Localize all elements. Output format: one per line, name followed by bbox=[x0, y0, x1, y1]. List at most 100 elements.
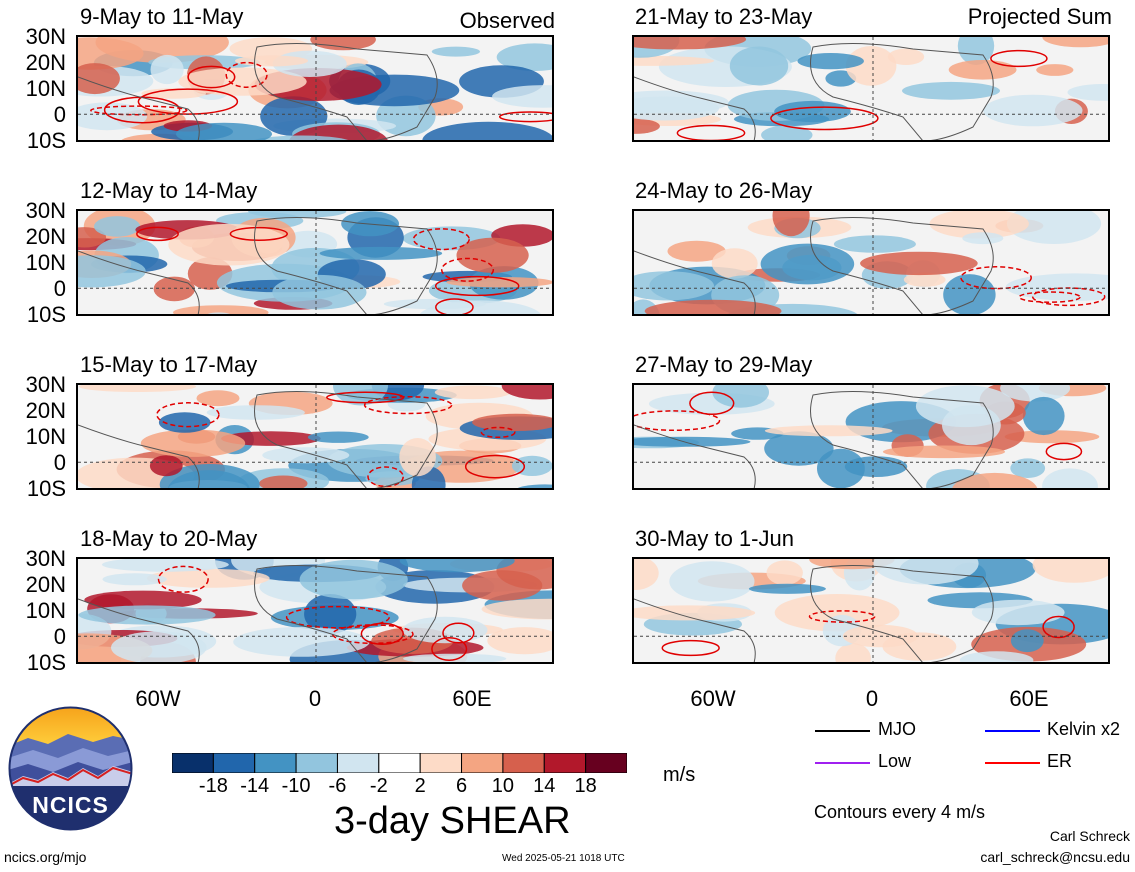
shear-shading-blob bbox=[766, 560, 803, 585]
coastline bbox=[634, 598, 756, 662]
shear-shading-blob bbox=[501, 385, 552, 400]
er-contour bbox=[367, 466, 404, 488]
shear-shading-blob bbox=[948, 60, 1017, 80]
shear-shading-blob bbox=[887, 48, 925, 65]
shear-shading-blob bbox=[860, 251, 978, 276]
colorbar-swatch bbox=[502, 752, 545, 774]
colorbar bbox=[171, 752, 628, 774]
shear-shading-blob bbox=[517, 484, 552, 488]
colorbar-units: m/s bbox=[663, 764, 696, 786]
shear-shading-blob bbox=[487, 627, 552, 655]
shear-shading-blob bbox=[78, 37, 144, 70]
er-contour bbox=[431, 637, 468, 661]
er-contour bbox=[360, 622, 404, 645]
shear-shading-blob bbox=[102, 573, 167, 586]
colorbar-swatch bbox=[212, 752, 256, 774]
shear-shading-blob bbox=[764, 425, 893, 437]
logo-text: NCICS bbox=[32, 792, 109, 818]
shear-shading-blob bbox=[431, 46, 480, 57]
timestamp: Wed 2025-05-21 1018 UTC bbox=[502, 853, 625, 864]
shear-shading-blob bbox=[462, 570, 543, 601]
er-contour bbox=[990, 49, 1048, 68]
shear-shading-blob bbox=[233, 627, 370, 657]
shear-shading-blob bbox=[140, 429, 246, 457]
shear-shading-blob bbox=[399, 559, 515, 573]
shear-shading-blob bbox=[774, 594, 900, 632]
lat-tick-30n: 30N bbox=[25, 24, 66, 49]
shear-shading-blob bbox=[496, 43, 552, 71]
lat-tick-10s: 10S bbox=[26, 302, 66, 327]
er-contour bbox=[157, 565, 209, 593]
lat-tick-10n: 10N bbox=[25, 424, 66, 449]
shear-shading-blob bbox=[634, 37, 747, 50]
er-contour bbox=[661, 639, 720, 657]
coastline bbox=[810, 390, 994, 488]
colorbar-tick-label: -14 bbox=[240, 775, 270, 797]
site-link[interactable]: ncics.org/mjo bbox=[4, 849, 87, 865]
shear-shading-blob bbox=[1036, 64, 1074, 76]
er-contour bbox=[331, 624, 414, 645]
colorbar-tick-label: 14 bbox=[533, 775, 556, 797]
shear-shading-blob bbox=[78, 255, 146, 288]
shear-shading-blob bbox=[952, 472, 1038, 488]
colorbar-tick-label: 10 bbox=[491, 775, 515, 797]
lat-tick-30n: 30N bbox=[25, 372, 66, 397]
colorbar-swatch bbox=[585, 752, 628, 774]
colorbar-tick-label: 6 bbox=[455, 775, 468, 797]
observed-label: Observed bbox=[459, 8, 555, 33]
shear-shading-blob bbox=[835, 643, 871, 662]
map-panel-observed-2 bbox=[76, 209, 554, 316]
er-contour bbox=[156, 402, 220, 428]
colorbar-swatch bbox=[171, 752, 214, 774]
panel-title-left-3: 15-May to 17-May bbox=[80, 352, 258, 377]
legend-swatch-mjo bbox=[815, 730, 870, 732]
shear-shading-blob bbox=[1042, 468, 1098, 488]
author-email[interactable]: carl_schreck@ncsu.edu bbox=[980, 849, 1130, 865]
coastline bbox=[254, 564, 438, 662]
map-panel-projected-1 bbox=[632, 35, 1110, 142]
shear-shading-blob bbox=[634, 559, 659, 590]
legend-label-low: Low bbox=[878, 751, 912, 771]
shear-shading-blob bbox=[1000, 385, 1071, 402]
shear-shading-blob bbox=[153, 276, 195, 302]
lat-tick-10n: 10N bbox=[25, 598, 66, 623]
lon-tick-0-right: 0 bbox=[865, 686, 879, 711]
shear-shading-blob bbox=[748, 583, 826, 594]
er-contour bbox=[480, 426, 516, 439]
shear-shading-blob bbox=[399, 438, 436, 477]
legend-label-kelvin: Kelvin x2 bbox=[1047, 719, 1121, 739]
shear-shading-blob bbox=[772, 211, 810, 237]
colorbar-swatches bbox=[171, 752, 628, 774]
shear-shading-blob bbox=[206, 405, 305, 420]
shear-shading-blob bbox=[94, 216, 141, 237]
legend-label-er: ER bbox=[1047, 751, 1073, 771]
lon-tick-60e-right: 60E bbox=[1009, 686, 1049, 711]
coastline bbox=[810, 216, 994, 314]
panel-title-left-1: 9-May to 11-May bbox=[80, 4, 244, 29]
shear-shading-blob bbox=[481, 598, 552, 620]
shear-shading-blob bbox=[78, 605, 216, 625]
shear-shading-blob bbox=[178, 67, 307, 96]
panel-title-left-4: 18-May to 20-May bbox=[80, 526, 258, 551]
colorbar-swatch bbox=[461, 752, 504, 774]
map-panel-projected-2 bbox=[632, 209, 1110, 316]
shear-shading-blob bbox=[149, 455, 183, 477]
shear-shading-blob bbox=[307, 431, 369, 443]
er-contour bbox=[136, 226, 179, 242]
shear-shading-blob bbox=[173, 305, 269, 314]
shear-shading-blob bbox=[472, 413, 552, 431]
lat-tick-20n: 20N bbox=[25, 572, 66, 597]
shear-shading-blob bbox=[1022, 396, 1065, 436]
map-panel-observed-1 bbox=[76, 35, 554, 142]
colorbar-tick-label: -10 bbox=[281, 775, 311, 797]
shear-shading-blob bbox=[383, 298, 486, 310]
shear-shading-blob bbox=[221, 431, 321, 446]
lat-tick-10s: 10S bbox=[26, 128, 66, 153]
shear-shading-blob bbox=[446, 277, 552, 288]
coastline bbox=[254, 216, 438, 314]
colorbar-tick-label: 18 bbox=[574, 775, 597, 797]
shear-shading-blob bbox=[971, 599, 1065, 626]
shear-shading-blob bbox=[259, 475, 308, 488]
shear-shading-blob bbox=[78, 63, 120, 95]
colorbar-swatch bbox=[543, 752, 587, 774]
